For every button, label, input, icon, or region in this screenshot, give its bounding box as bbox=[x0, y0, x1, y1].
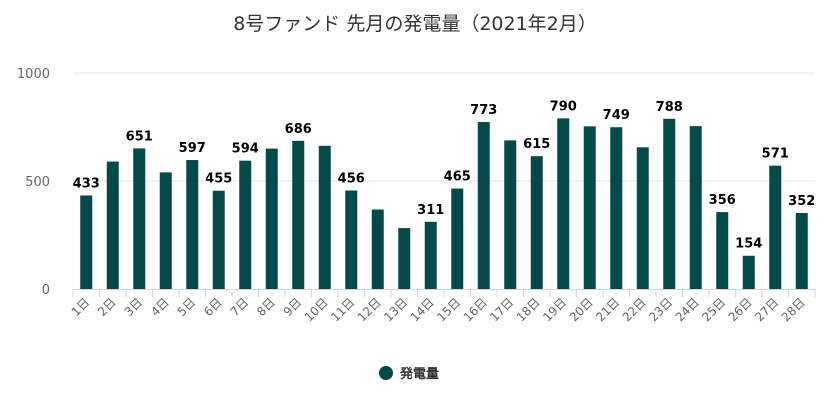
bar-16日[interactable] bbox=[477, 122, 490, 289]
x-tick-label: 24日 bbox=[673, 295, 702, 324]
bar-25日[interactable] bbox=[716, 212, 729, 289]
data-label-15日: 465 bbox=[444, 170, 471, 185]
data-label-9日: 686 bbox=[285, 122, 312, 137]
x-tick-label: 1日 bbox=[69, 295, 93, 319]
x-axis: 1日 2日 3日 4日 5日 6日 7日 8日 9日10日11日12日13日14日15日16日1… bbox=[69, 289, 816, 324]
x-tick-label: 18日 bbox=[514, 295, 543, 324]
x-tick-label: 16日 bbox=[461, 295, 490, 324]
data-label-19日: 790 bbox=[550, 99, 577, 114]
data-label-5日: 597 bbox=[179, 141, 206, 156]
bar-18日[interactable] bbox=[530, 156, 543, 289]
data-label-26日: 154 bbox=[735, 237, 762, 252]
data-label-3日: 651 bbox=[126, 129, 153, 144]
bar-14日[interactable] bbox=[424, 221, 437, 289]
bar-19日[interactable] bbox=[557, 118, 570, 289]
x-tick-label: 2日 bbox=[95, 295, 119, 319]
data-label-11日: 456 bbox=[338, 172, 365, 187]
bar-9日[interactable] bbox=[292, 140, 305, 289]
bar-23日[interactable] bbox=[663, 118, 676, 290]
bar-13日[interactable] bbox=[398, 228, 411, 289]
bar-1日[interactable] bbox=[80, 195, 93, 289]
x-tick-label: 20日 bbox=[567, 295, 596, 324]
bar-7日[interactable] bbox=[239, 160, 252, 289]
bar-5日[interactable] bbox=[186, 160, 199, 289]
x-tick-label: 19日 bbox=[540, 295, 569, 324]
bar-6日[interactable] bbox=[212, 190, 225, 289]
data-label-21日: 749 bbox=[603, 108, 630, 123]
x-tick-label: 8日 bbox=[254, 295, 278, 319]
bar-28日[interactable] bbox=[795, 212, 808, 289]
bar-17日[interactable] bbox=[504, 140, 517, 289]
x-tick-label: 9日 bbox=[281, 295, 305, 319]
data-label-28日: 352 bbox=[788, 194, 815, 209]
bar-10日[interactable] bbox=[318, 145, 331, 289]
x-tick-label: 14日 bbox=[408, 295, 437, 324]
x-tick-label: 10日 bbox=[302, 295, 331, 324]
x-tick-label: 7日 bbox=[228, 295, 252, 319]
x-tick-label: 26日 bbox=[726, 295, 755, 324]
bar-20日[interactable] bbox=[583, 126, 596, 290]
bar-21日[interactable] bbox=[610, 127, 623, 289]
x-tick-label: 28日 bbox=[779, 295, 808, 324]
x-tick-label: 21日 bbox=[593, 295, 622, 324]
grid-lines bbox=[73, 72, 815, 182]
x-tick-label: 5日 bbox=[175, 295, 199, 319]
x-tick-label: 4日 bbox=[148, 295, 172, 319]
bar-24日[interactable] bbox=[689, 126, 702, 289]
bar-15日[interactable] bbox=[451, 188, 464, 289]
x-tick-label: 25日 bbox=[699, 295, 728, 324]
data-label-7日: 594 bbox=[232, 142, 259, 157]
data-label-23日: 788 bbox=[656, 100, 683, 115]
y-axis: 0 500 1000 bbox=[17, 67, 50, 298]
y-tick-label: 500 bbox=[25, 175, 50, 190]
bar-4日[interactable] bbox=[159, 172, 172, 289]
x-tick-label: 22日 bbox=[620, 295, 649, 324]
bar-12日[interactable] bbox=[371, 209, 384, 289]
data-label-18日: 615 bbox=[523, 137, 550, 152]
x-tick-label: 13日 bbox=[381, 295, 410, 324]
y-tick-label: 0 bbox=[42, 283, 50, 298]
legend-marker[interactable] bbox=[379, 366, 393, 380]
x-tick-label: 27日 bbox=[752, 295, 781, 324]
x-tick-label: 3日 bbox=[122, 295, 146, 319]
bar-11日[interactable] bbox=[345, 190, 358, 289]
data-label-1日: 433 bbox=[73, 176, 100, 191]
x-tick-label: 17日 bbox=[487, 295, 516, 324]
x-tick-label: 15日 bbox=[434, 295, 463, 324]
y-tick-label: 1000 bbox=[17, 67, 50, 82]
x-tick-label: 12日 bbox=[355, 295, 384, 324]
data-label-25日: 356 bbox=[709, 193, 736, 208]
bar-8日[interactable] bbox=[265, 148, 278, 289]
chart-title: 8号ファンド 先月の発電量（2021年2月） bbox=[233, 13, 597, 35]
legend[interactable]: 発電量 bbox=[379, 366, 439, 382]
x-tick-label: 6日 bbox=[201, 295, 225, 319]
bar-26日[interactable] bbox=[742, 255, 755, 289]
bar-3日[interactable] bbox=[133, 148, 146, 289]
data-label-16日: 773 bbox=[470, 103, 497, 118]
data-label-27日: 571 bbox=[762, 147, 789, 162]
bar-27日[interactable] bbox=[769, 165, 782, 289]
legend-label[interactable]: 発電量 bbox=[399, 366, 439, 382]
bar-22日[interactable] bbox=[636, 147, 649, 289]
bars bbox=[80, 118, 808, 290]
x-tick-label: 11日 bbox=[328, 295, 357, 324]
x-tick-label: 23日 bbox=[646, 295, 675, 324]
data-label-14日: 311 bbox=[417, 203, 444, 218]
bar-2日[interactable] bbox=[106, 161, 119, 289]
data-label-6日: 455 bbox=[205, 172, 232, 187]
